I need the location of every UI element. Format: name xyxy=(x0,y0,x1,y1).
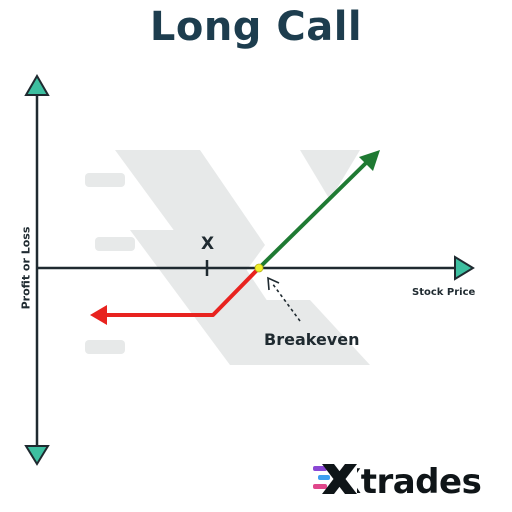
loss-arrow-icon xyxy=(90,305,107,325)
brand-name: Xtrades xyxy=(335,462,482,502)
page-title: Long Call xyxy=(149,4,363,50)
brand: Xtrades xyxy=(357,462,481,502)
profit-line xyxy=(257,160,369,270)
y-axis-top-arrow-icon xyxy=(24,74,50,96)
x-axis-label: Stock Price xyxy=(412,287,476,298)
strike-label: X xyxy=(201,234,215,254)
x-axis-arrow-icon xyxy=(454,255,475,281)
loss-line xyxy=(105,266,261,317)
breakeven-label: Breakeven xyxy=(264,330,360,349)
breakeven-point xyxy=(254,263,264,273)
breakeven-pointer-arrow-icon xyxy=(267,276,280,291)
xtrades-logo-icon xyxy=(313,464,357,494)
y-axis-label: Profit or Loss xyxy=(19,226,33,310)
watermark-logo xyxy=(85,150,370,365)
profit-arrow-icon xyxy=(359,150,380,171)
breakeven-pointer xyxy=(271,282,301,322)
y-axis-bottom-arrow-icon xyxy=(24,445,50,466)
